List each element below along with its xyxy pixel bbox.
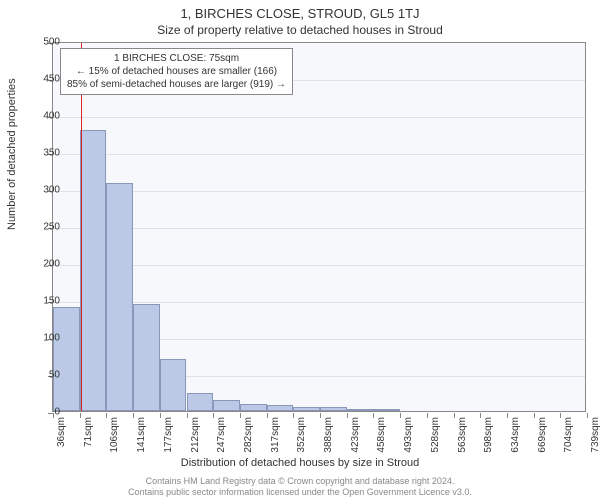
histogram-bar [187, 393, 214, 412]
y-tick-label: 100 [20, 333, 60, 344]
x-tick-label: 634sqm [510, 417, 521, 453]
x-tick-mark [267, 413, 268, 418]
x-tick-mark [187, 413, 188, 418]
y-tick-label: 0 [20, 407, 60, 418]
annotation-line-2: ← 15% of detached houses are smaller (16… [67, 65, 286, 78]
histogram-bar [53, 307, 80, 411]
title-main: 1, BIRCHES CLOSE, STROUD, GL5 1TJ [0, 0, 600, 21]
y-tick-label: 350 [20, 148, 60, 159]
x-tick-mark [507, 413, 508, 418]
gridline [53, 154, 585, 155]
y-tick-label: 150 [20, 296, 60, 307]
x-tick-label: 493sqm [403, 417, 414, 453]
x-tick-mark [373, 413, 374, 418]
x-tick-mark [106, 413, 107, 418]
histogram-bar [80, 130, 107, 411]
histogram-bar [267, 405, 294, 411]
y-tick-label: 300 [20, 185, 60, 196]
x-tick-label: 669sqm [537, 417, 548, 453]
histogram-bar [240, 404, 267, 411]
x-axis-label: Distribution of detached houses by size … [0, 457, 600, 469]
x-tick-label: 352sqm [296, 417, 307, 453]
x-tick-label: 36sqm [56, 417, 67, 447]
x-tick-label: 141sqm [136, 417, 147, 453]
y-axis-label: Number of detached properties [6, 78, 18, 230]
x-tick-mark [347, 413, 348, 418]
x-tick-label: 704sqm [563, 417, 574, 453]
y-tick-label: 50 [20, 370, 60, 381]
x-tick-mark [454, 413, 455, 418]
x-tick-label: 388sqm [323, 417, 334, 453]
plot-wrap: 36sqm71sqm106sqm141sqm177sqm212sqm247sqm… [52, 42, 586, 412]
histogram-bar [347, 409, 374, 411]
marker-line [81, 43, 82, 411]
x-tick-label: 71sqm [83, 417, 94, 447]
x-tick-mark [240, 413, 241, 418]
histogram-bar [106, 183, 133, 411]
x-tick-mark [400, 413, 401, 418]
annotation-line-3: 85% of semi-detached houses are larger (… [67, 78, 286, 91]
x-tick-label: 528sqm [430, 417, 441, 453]
histogram-bar [293, 407, 320, 411]
x-tick-mark [480, 413, 481, 418]
x-tick-mark [293, 413, 294, 418]
y-tick-label: 400 [20, 111, 60, 122]
x-tick-label: 563sqm [457, 417, 468, 453]
plot-area: 36sqm71sqm106sqm141sqm177sqm212sqm247sqm… [52, 42, 586, 412]
x-tick-label: 212sqm [190, 417, 201, 453]
x-tick-label: 423sqm [350, 417, 361, 453]
x-tick-label: 247sqm [216, 417, 227, 453]
footnote-line-1: Contains HM Land Registry data © Crown c… [0, 476, 600, 487]
x-tick-label: 458sqm [376, 417, 387, 453]
annotation-box: 1 BIRCHES CLOSE: 75sqm ← 15% of detached… [60, 48, 293, 95]
x-tick-mark [427, 413, 428, 418]
y-tick-label: 450 [20, 74, 60, 85]
x-tick-label: 282sqm [243, 417, 254, 453]
footnote-line-2: Contains public sector information licen… [0, 487, 600, 498]
y-tick-label: 250 [20, 222, 60, 233]
x-tick-mark [560, 413, 561, 418]
x-tick-label: 317sqm [270, 417, 281, 453]
y-tick-label: 200 [20, 259, 60, 270]
x-tick-label: 598sqm [483, 417, 494, 453]
x-tick-mark [160, 413, 161, 418]
x-tick-mark [534, 413, 535, 418]
x-tick-label: 177sqm [163, 417, 174, 453]
gridline [53, 117, 585, 118]
x-tick-mark [80, 413, 81, 418]
x-tick-mark [133, 413, 134, 418]
histogram-bar [213, 400, 240, 411]
x-tick-mark [320, 413, 321, 418]
histogram-bar [160, 359, 187, 411]
x-tick-mark [587, 413, 588, 418]
x-tick-label: 739sqm [590, 417, 600, 453]
x-tick-mark [213, 413, 214, 418]
annotation-line-1: 1 BIRCHES CLOSE: 75sqm [67, 52, 286, 65]
histogram-bar [320, 407, 347, 411]
title-sub: Size of property relative to detached ho… [0, 21, 600, 37]
histogram-bar [373, 409, 400, 411]
histogram-bar [133, 304, 160, 411]
chart-container: 1, BIRCHES CLOSE, STROUD, GL5 1TJ Size o… [0, 0, 600, 500]
x-tick-label: 106sqm [109, 417, 120, 453]
footnote: Contains HM Land Registry data © Crown c… [0, 476, 600, 498]
y-tick-label: 500 [20, 37, 60, 48]
